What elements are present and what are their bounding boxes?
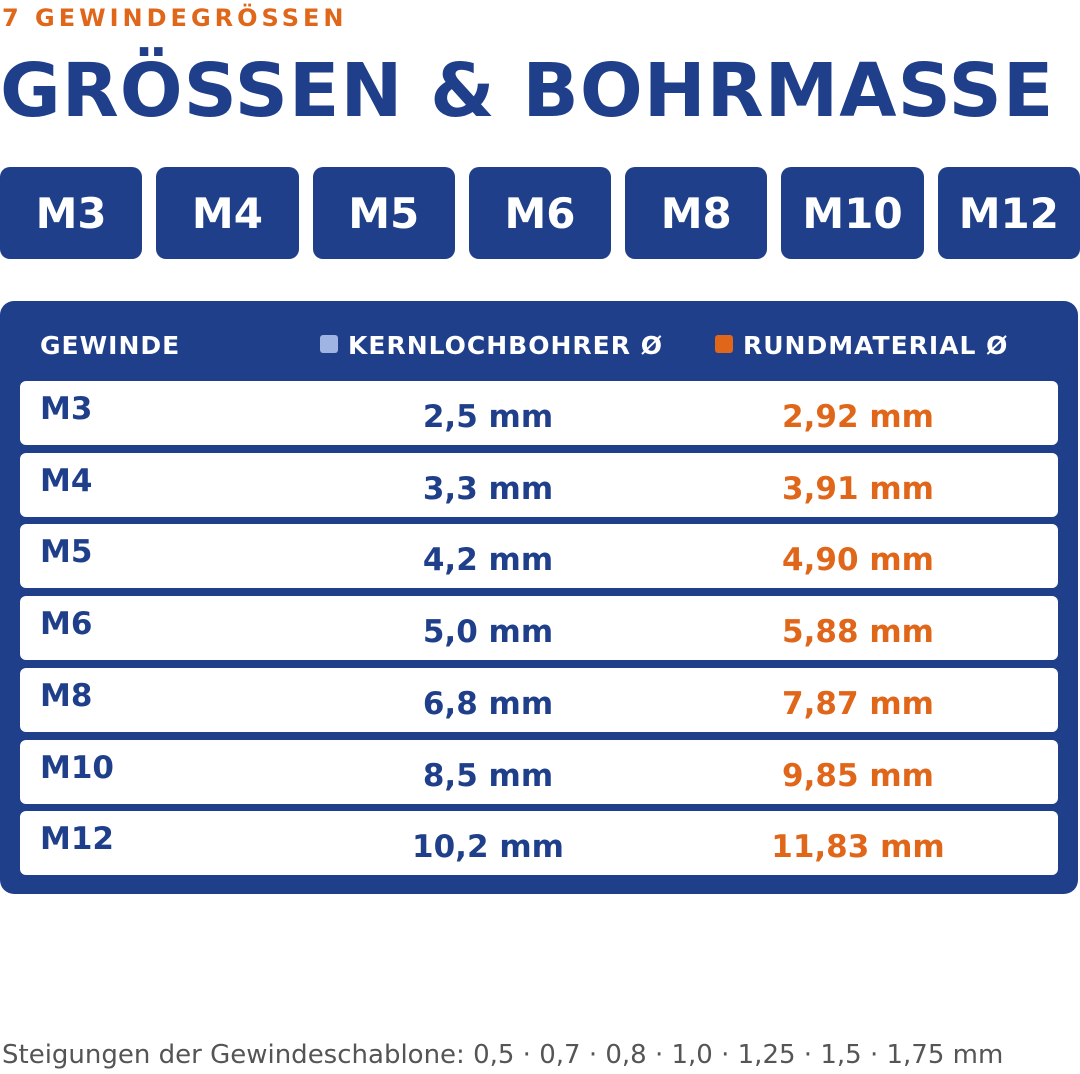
cell: 4,90 mm: [782, 542, 934, 579]
cell: M3: [40, 391, 93, 427]
cell: M5: [40, 534, 93, 571]
cell: 5,88 mm: [782, 614, 934, 651]
header-text: RUNDMATERIAL Ø: [743, 331, 1009, 360]
size-badge: M6: [468, 167, 612, 259]
cell: 11,83 mm: [771, 829, 945, 866]
cell: 9,85 mm: [782, 757, 934, 794]
cell: 2,92 mm: [782, 399, 934, 435]
table-row: M3 2,5 mm 2,92 mm: [20, 381, 1058, 445]
table-row: M6 5,0 mm 5,88 mm: [20, 596, 1058, 661]
cell: 2,5 mm: [422, 399, 554, 435]
cell: 3,91 mm: [782, 470, 934, 507]
size-badge: M8: [625, 167, 768, 259]
cell: M6: [40, 606, 93, 643]
cell: 7,87 mm: [782, 685, 934, 722]
table: GEWINDE KERNLOCHBOHRER Ø RUNDMATERIAL Ø …: [0, 301, 1078, 894]
header-text: KERNLOCHBOHRER Ø: [348, 331, 663, 360]
size-badge: M3: [0, 167, 143, 259]
size-badge: M5: [312, 167, 455, 259]
table-row: M4 3,3 mm 3,91 mm: [20, 452, 1058, 517]
cell: M8: [40, 677, 93, 714]
header-cell: KERNLOCHBOHRER Ø: [320, 331, 663, 360]
table-row: M8 6,8 mm 7,87 mm: [20, 667, 1058, 732]
cell: 6,8 mm: [422, 685, 554, 722]
header-cell: GEWINDE: [40, 331, 181, 360]
cell: M12: [40, 821, 114, 858]
footer: Steigungen der Gewindeschablone: 0,5 · 0…: [2, 1040, 1004, 1070]
cell: M4: [40, 462, 93, 499]
legend-swatch: [715, 335, 733, 353]
header-cell: RUNDMATERIAL Ø: [715, 331, 1008, 360]
cell: 3,3 mm: [422, 470, 554, 507]
cell: 4,2 mm: [422, 542, 554, 579]
size-badge: M4: [156, 167, 299, 259]
size-list: M3 M4 M5 M6 M8 M10 M12: [0, 167, 1080, 259]
size-badge: M10: [781, 167, 924, 259]
table-row: M10 8,5 mm 9,85 mm: [20, 739, 1058, 804]
cell: 5,0 mm: [422, 614, 554, 651]
size-badge: M12: [937, 167, 1080, 259]
cell: 10,2 mm: [412, 829, 564, 866]
legend-swatch: [320, 335, 338, 353]
table-row: M12 10,2 mm 11,83 mm: [20, 811, 1058, 876]
table-header: GEWINDE KERNLOCHBOHRER Ø RUNDMATERIAL Ø: [0, 331, 1078, 361]
title: GRÖSSEN & BOHRMASSE: [0, 48, 1055, 134]
eyebrow: 7 GEWINDEGRÖSSEN: [2, 4, 348, 32]
cell: M10: [40, 749, 114, 786]
table-row: M5 4,2 mm 4,90 mm: [20, 524, 1058, 589]
cell: 8,5 mm: [422, 757, 554, 794]
